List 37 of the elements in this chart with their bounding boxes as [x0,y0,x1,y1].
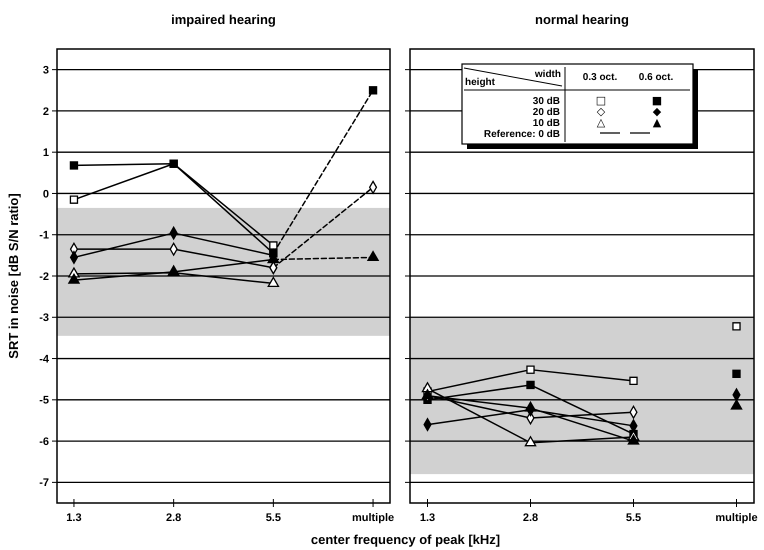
annotation: ■ [652,94,662,107]
annotation: 30 dB [532,96,560,107]
x-tick-label: 5.5 [626,512,642,524]
x-tick-label: 2.8 [166,512,182,524]
y-tick-label: -2 [39,270,49,283]
annotation: height [465,77,496,88]
y-tick-label: 1 [42,147,49,160]
y-tick-label: 2 [42,106,49,118]
y-tick-label: -7 [39,477,49,490]
x-tick-label: 5.5 [266,512,281,524]
chart-title: impaired hearing [171,12,276,27]
annotation: △ [596,116,606,129]
y-tick-label: -5 [39,394,49,407]
y-tick-label: -1 [39,230,49,242]
x-tick-label: multiple [715,512,758,524]
y-tick-label: -3 [39,312,49,324]
y-tick-label: -4 [39,353,50,366]
annotation: width [534,69,561,80]
y-tick-label: -6 [39,436,49,448]
y-tick-label: 0 [42,188,49,200]
annotation: 0.6 oct. [638,72,674,83]
x-tick-label: multiple [352,512,394,524]
x-axis-title: center frequency of peak [kHz] [310,532,500,547]
annotation: Reference: 0 dB [484,129,560,140]
annotation: 10 dB [532,118,560,129]
x-tick-label: 1.3 [66,512,82,524]
annotation: ▲ [652,116,662,129]
chart-title: normal hearing [535,12,630,27]
y-tick-label: 3 [42,64,49,76]
annotation: ◆ [652,105,662,118]
y-axis-title: SRT in noise [dB S/N ratio] [6,193,21,359]
annotation: ◇ [596,105,606,118]
x-tick-label: 2.8 [522,512,538,524]
annotation: 20 dB [532,107,560,118]
annotation: 0.3 oct. [582,72,618,83]
x-tick-label: 1.3 [420,512,436,524]
annotation: □ [596,94,606,107]
